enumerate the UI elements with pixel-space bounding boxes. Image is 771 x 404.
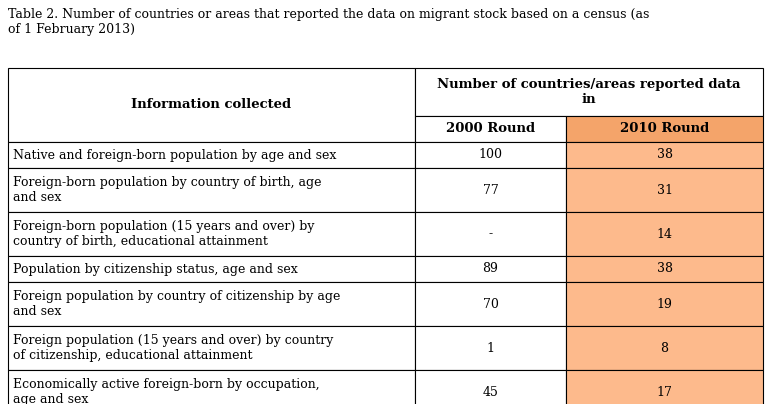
Bar: [566, 116, 763, 142]
Text: Foreign population by country of citizenship by age
and sex: Foreign population by country of citizen…: [13, 290, 340, 318]
Text: Native and foreign-born population by age and sex: Native and foreign-born population by ag…: [13, 149, 336, 162]
Bar: [566, 168, 763, 212]
Text: -: -: [489, 227, 493, 240]
Text: Foreign-born population (15 years and over) by
country of birth, educational att: Foreign-born population (15 years and ov…: [13, 220, 315, 248]
Text: 77: 77: [483, 183, 498, 196]
Bar: [566, 326, 763, 370]
Text: 31: 31: [656, 183, 672, 196]
Bar: [8, 68, 415, 142]
Text: 89: 89: [483, 263, 498, 276]
Bar: [566, 212, 763, 256]
Text: Information collected: Information collected: [131, 99, 291, 112]
Bar: [415, 168, 566, 212]
Text: Foreign population (15 years and over) by country
of citizenship, educational at: Foreign population (15 years and over) b…: [13, 334, 333, 362]
Text: 38: 38: [656, 149, 672, 162]
Text: 38: 38: [656, 263, 672, 276]
Bar: [415, 326, 566, 370]
Text: Number of countries/areas reported data
in: Number of countries/areas reported data …: [437, 78, 741, 106]
Text: 2000 Round: 2000 Round: [446, 122, 535, 135]
Bar: [415, 68, 763, 116]
Text: 100: 100: [479, 149, 503, 162]
Bar: [8, 212, 415, 256]
Bar: [8, 326, 415, 370]
Text: 17: 17: [657, 385, 672, 398]
Text: Foreign-born population by country of birth, age
and sex: Foreign-born population by country of bi…: [13, 176, 322, 204]
Text: 19: 19: [657, 297, 672, 311]
Bar: [566, 282, 763, 326]
Bar: [8, 256, 415, 282]
Text: 1: 1: [487, 341, 494, 354]
Bar: [8, 282, 415, 326]
Bar: [415, 116, 566, 142]
Text: Table 2. Number of countries or areas that reported the data on migrant stock ba: Table 2. Number of countries or areas th…: [8, 8, 649, 36]
Bar: [566, 256, 763, 282]
Text: 45: 45: [483, 385, 498, 398]
Bar: [8, 142, 415, 168]
Text: 14: 14: [656, 227, 672, 240]
Bar: [415, 142, 566, 168]
Text: Economically active foreign-born by occupation,
age and sex: Economically active foreign-born by occu…: [13, 378, 320, 404]
Text: Population by citizenship status, age and sex: Population by citizenship status, age an…: [13, 263, 298, 276]
Bar: [415, 212, 566, 256]
Bar: [415, 282, 566, 326]
Bar: [415, 256, 566, 282]
Bar: [8, 168, 415, 212]
Bar: [566, 142, 763, 168]
Bar: [415, 370, 566, 404]
Text: 70: 70: [483, 297, 498, 311]
Bar: [8, 370, 415, 404]
Text: 8: 8: [661, 341, 668, 354]
Bar: [566, 370, 763, 404]
Text: 2010 Round: 2010 Round: [620, 122, 709, 135]
